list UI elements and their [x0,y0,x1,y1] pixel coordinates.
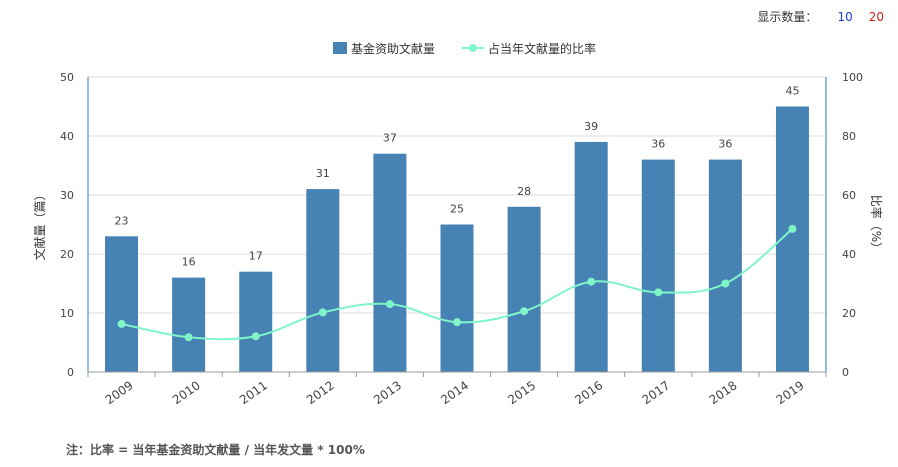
y-left-tick-label: 30 [60,189,74,202]
ratio-footnote: 注：比率 = 当年基金资助文献量 / 当年发文量 * 100% [66,443,365,457]
x-tick-label: 2019 [774,378,807,407]
ratio-point-2009[interactable] [117,319,126,328]
bar-value-label: 17 [249,250,263,263]
bar-value-label: 16 [182,256,196,269]
y-right-tick-label: 40 [842,248,856,261]
x-tick-label: 2009 [103,378,136,407]
bar-value-label: 39 [584,120,598,133]
y-left-tick-label: 0 [67,366,74,379]
y-right-tick-label: 20 [842,307,856,320]
bar-value-label: 36 [651,138,665,151]
ratio-point-2019[interactable] [788,224,797,233]
x-tick-label: 2011 [237,378,270,407]
display-count-10-option[interactable]: 10 [837,9,853,24]
y-left-tick-label: 10 [60,307,74,320]
x-tick-label: 2017 [639,378,672,407]
y-left-tick-label: 20 [60,248,74,261]
ratio-point-2013[interactable] [385,300,394,309]
ratio-point-2018[interactable] [721,279,730,288]
bar-2014[interactable] [440,224,474,373]
bar-2011[interactable] [239,271,273,372]
display-count-control: 显示数量： 10 20 [757,8,888,25]
y-right-tick-label: 100 [842,71,863,84]
legend-bar-label[interactable]: 基金资助文献量 [351,41,435,56]
bar-value-label: 23 [115,214,129,227]
ratio-point-2012[interactable] [318,308,327,317]
x-tick-label: 2016 [572,378,605,407]
bar-value-label: 36 [718,138,732,151]
y-right-tick-label: 80 [842,130,856,143]
y-left-tick-label: 40 [60,130,74,143]
y-left-tick-label: 50 [60,71,74,84]
x-tick-label: 2015 [505,378,538,407]
display-count-label: 显示数量： [757,10,818,24]
ratio-point-2015[interactable] [520,307,529,316]
y-axis-left-label: 文献量（篇） [32,188,47,260]
bar-2018[interactable] [708,159,742,372]
ratio-point-2011[interactable] [251,332,260,341]
x-tick-label: 2014 [438,378,471,407]
bar-2010[interactable] [172,277,206,372]
bar-2015[interactable] [507,206,541,372]
x-tick-label: 2018 [707,378,740,407]
y-axis-right-label: 比率（%） [869,195,884,254]
ratio-point-2010[interactable] [184,333,193,342]
bar-2009[interactable] [105,236,139,372]
ratio-point-2016[interactable] [587,277,596,286]
legend-line-label[interactable]: 占当年文献量的比率 [488,41,596,56]
bar-2012[interactable] [306,189,340,372]
ratio-point-2014[interactable] [453,318,461,327]
legend-bar-swatch[interactable] [333,42,347,54]
y-right-tick-label: 60 [842,189,856,202]
x-tick-label: 2013 [371,378,404,407]
bar-value-label: 37 [383,132,397,145]
bar-value-label: 28 [517,185,531,198]
x-tick-label: 2010 [170,378,203,407]
display-count-20-option[interactable]: 20 [868,9,884,24]
bar-2017[interactable] [641,159,675,372]
bar-2016[interactable] [574,141,608,372]
bar-value-label: 45 [785,85,799,98]
bar-2013[interactable] [373,153,407,372]
y-right-tick-label: 0 [842,366,849,379]
line-series [117,224,797,342]
legend-line-marker[interactable] [469,44,477,52]
bar-series: 23 16 17 31 37 25 28 39 36 36 45 [105,85,809,373]
x-tick-label: 2012 [304,378,337,407]
legend: 基金资助文献量 占当年文献量的比率 [333,41,596,56]
bar-value-label: 31 [316,167,330,180]
ratio-point-2017[interactable] [654,288,663,297]
bar-value-label: 25 [450,203,464,216]
